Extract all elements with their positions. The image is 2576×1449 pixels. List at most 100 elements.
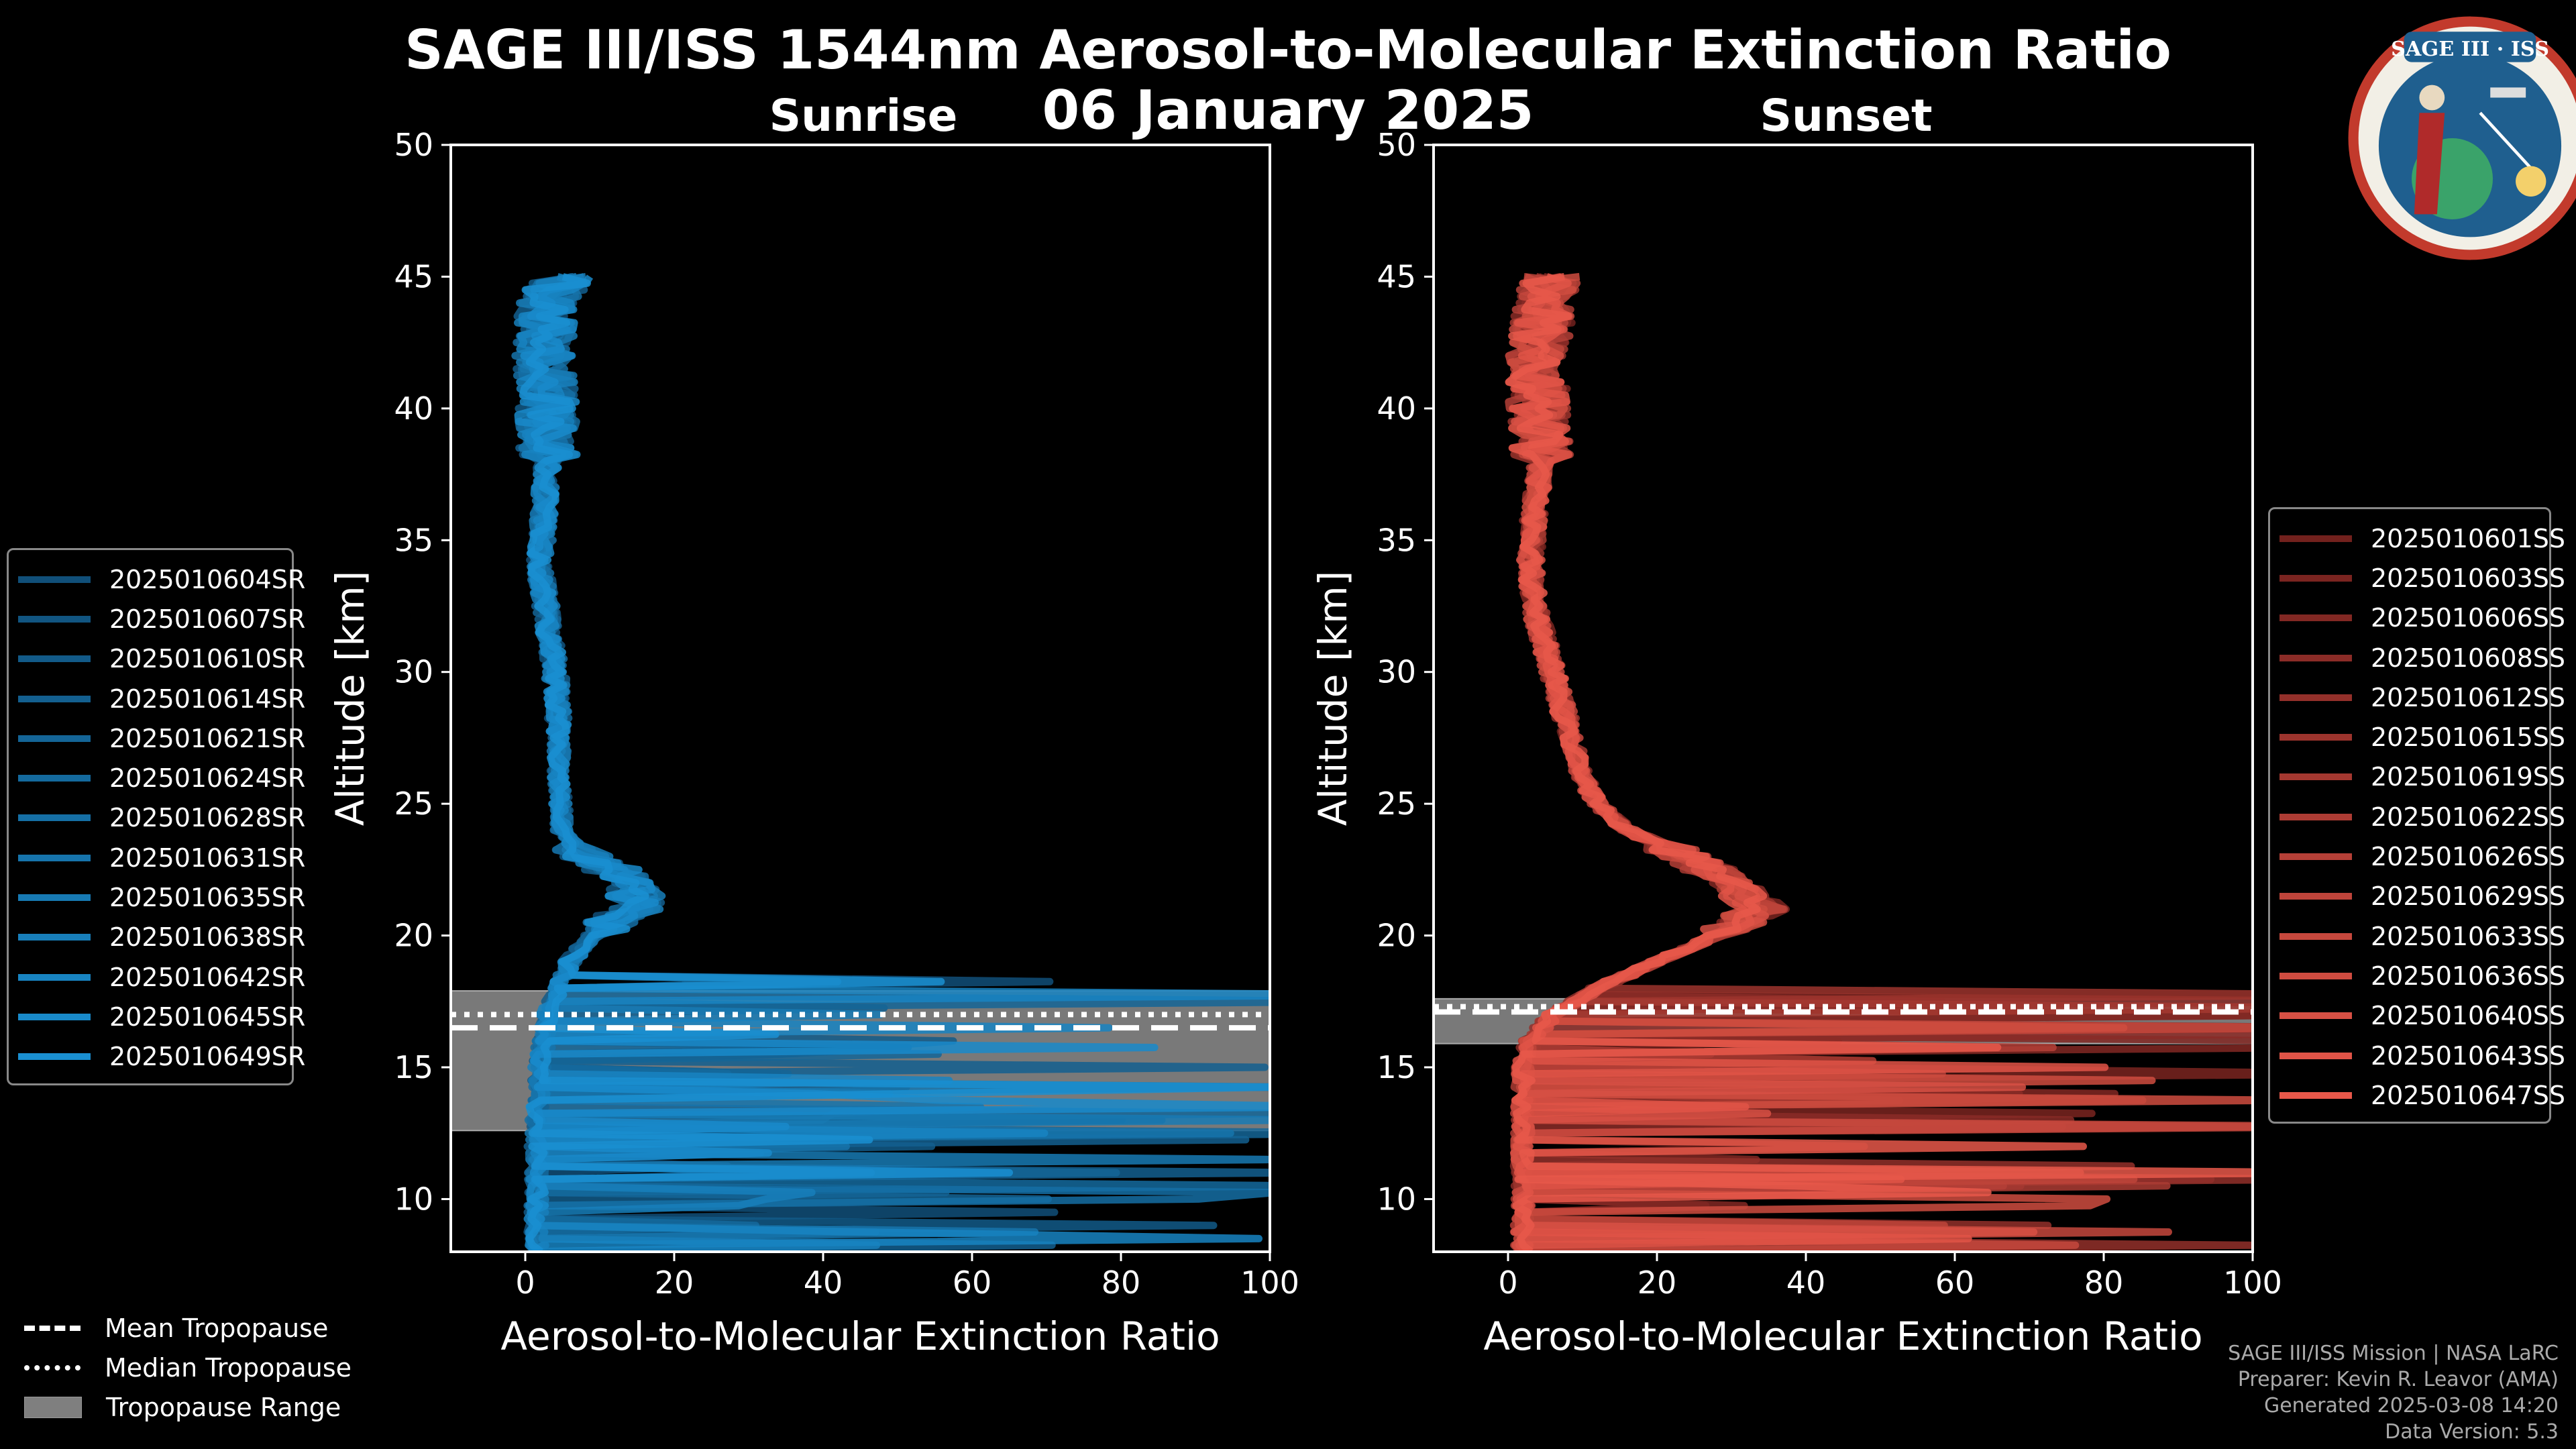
y-tick-label: 25 — [394, 786, 433, 822]
x-tick-label: 20 — [1638, 1265, 1677, 1301]
legend-label: 2025010614SR — [109, 684, 306, 714]
legend-label: 2025010621SR — [109, 723, 306, 753]
legend-label: 2025010629SS — [2371, 881, 2566, 912]
band-swatch — [24, 1396, 82, 1418]
legend-label: 2025010642SR — [109, 962, 306, 992]
legend-label: 2025010622SS — [2371, 802, 2566, 832]
logo-beam — [2479, 111, 2537, 175]
plot-frame — [1432, 144, 2254, 1253]
credit-generated: Generated 2025-03-08 14:20 — [2263, 1394, 2559, 1417]
legend-swatch — [2279, 574, 2352, 582]
legend-swatch — [2279, 654, 2352, 661]
legend-swatch — [2279, 972, 2352, 979]
legend-label: 2025010615SS — [2371, 722, 2566, 753]
x-tick-label: 100 — [1240, 1265, 1299, 1301]
legend-item: 2025010649SR — [18, 1037, 305, 1077]
legend-swatch — [18, 615, 91, 623]
legend-label: Tropopause Range — [106, 1392, 341, 1422]
legend-label: 2025010640SS — [2371, 1001, 2566, 1031]
legend-label: Mean Tropopause — [105, 1313, 329, 1343]
x-tick-label: 20 — [655, 1265, 694, 1301]
y-tick-label: 40 — [394, 390, 433, 427]
legend-swatch — [2279, 1012, 2352, 1020]
x-tick-label: 0 — [515, 1265, 535, 1301]
legend-label: 2025010619SS — [2371, 762, 2566, 792]
y-tick-label: 10 — [1377, 1181, 1416, 1217]
legend-item: 2025010626SS — [2279, 837, 2565, 876]
legend-mean-tropopause: Mean Tropopause — [24, 1308, 352, 1348]
y-tick-label: 20 — [394, 918, 433, 954]
legend-tropopause-range: Tropopause Range — [24, 1387, 352, 1427]
sunset-subtitle: Sunset — [1760, 90, 1933, 142]
y-tick-label: 30 — [1377, 654, 1416, 690]
legend-swatch — [18, 934, 91, 941]
legend-item: 2025010606SS — [2279, 598, 2565, 638]
legend-item: 2025010629SS — [2279, 877, 2565, 916]
legend-item: 2025010643SS — [2279, 1036, 2565, 1075]
credit-version: Data Version: 5.3 — [2385, 1420, 2559, 1444]
logo-banner — [2404, 32, 2536, 62]
sunset-panel: 0 20 40 60 80 100 10 15 20 25 30 35 40 45 50 Aerosol-to… — [1310, 127, 2282, 1359]
y-tick-label: 45 — [394, 258, 433, 294]
legend-item: 2025010603SS — [2279, 558, 2565, 598]
y-tick-label: 10 — [394, 1181, 433, 1217]
y-tick-label: 30 — [394, 654, 433, 690]
legend-swatch — [18, 973, 91, 981]
legend-label: 2025010643SS — [2371, 1040, 2566, 1071]
logo-station — [2490, 87, 2526, 98]
x-axis-title: Aerosol-to-Molecular Extinction Ratio — [1483, 1313, 2202, 1359]
sunrise-panel: 0 20 40 60 80 100 10 15 20 25 30 35 40 45 50 Aerosol-to… — [327, 127, 1299, 1359]
legend-swatch — [18, 894, 91, 902]
x-tick-label: 100 — [2223, 1265, 2282, 1301]
plot-frame — [449, 144, 1271, 1253]
legend-item: 2025010619SS — [2279, 757, 2565, 797]
legend-swatch — [2279, 734, 2352, 741]
logo-text: SAGE III · ISS — [2391, 38, 2549, 61]
profile-line-2025010649SR — [519, 273, 1270, 1252]
y-tick-label: 15 — [1377, 1049, 1416, 1085]
legend-label: 2025010608SS — [2371, 643, 2566, 673]
legend-swatch — [18, 735, 91, 742]
plot-area — [451, 272, 1270, 1252]
x-tick-label: 60 — [953, 1265, 992, 1301]
legend-swatch — [2279, 893, 2352, 900]
legend-swatch — [2279, 813, 2352, 820]
legend-item: 2025010608SS — [2279, 638, 2565, 678]
x-tick-label: 80 — [1102, 1265, 1141, 1301]
legend-item: 2025010621SR — [18, 718, 305, 758]
legend-label: 2025010647SS — [2371, 1080, 2566, 1110]
legend-swatch — [2279, 932, 2352, 940]
legend-label: 2025010638SR — [109, 922, 306, 953]
legend-item: 2025010622SS — [2279, 797, 2565, 837]
legend-label: Median Tropopause — [105, 1352, 352, 1383]
legend-swatch — [2279, 1091, 2352, 1099]
legend-label: 2025010624SR — [109, 763, 306, 794]
profile-line-2025010647SS — [1505, 272, 2253, 1252]
y-tick-label: 40 — [1377, 390, 1416, 427]
profile-line-2025010645SR — [514, 274, 1270, 1252]
credit-mission: SAGE III/ISS Mission | NASA LaRC — [2228, 1342, 2559, 1365]
legend-item: 2025010607SR — [18, 599, 305, 639]
legend-label: 2025010607SR — [109, 604, 306, 634]
sunrise-subtitle: Sunrise — [769, 90, 958, 142]
sunset-legend: 2025010601SS 2025010603SS 2025010606SS 2025… — [2268, 507, 2565, 1124]
legend-item: 2025010612SS — [2279, 678, 2565, 717]
plot-area — [1434, 272, 2253, 1252]
chart-title: SAGE III/ISS 1544nm Aerosol-to-Molecular… — [405, 19, 2171, 81]
legend-item: 2025010628SR — [18, 798, 305, 838]
y-tick-label: 25 — [1377, 786, 1416, 822]
legend-swatch — [18, 1053, 91, 1061]
y-axis-title: Altitude [km] — [1310, 571, 1356, 826]
legend-item: 2025010633SS — [2279, 916, 2565, 956]
x-tick-label: 40 — [804, 1265, 843, 1301]
legend-item: 2025010610SR — [18, 639, 305, 679]
legend-swatch — [18, 775, 91, 782]
legend-swatch — [18, 576, 91, 583]
y-tick-label: 50 — [1377, 127, 1416, 163]
x-tick-label: 80 — [2084, 1265, 2124, 1301]
legend-swatch — [18, 854, 91, 861]
legend-item: 2025010647SS — [2279, 1075, 2565, 1115]
dotted-line-swatch — [24, 1364, 80, 1371]
logo-sage-figure — [2414, 113, 2445, 215]
y-axis-title: Altitude [km] — [327, 571, 373, 826]
